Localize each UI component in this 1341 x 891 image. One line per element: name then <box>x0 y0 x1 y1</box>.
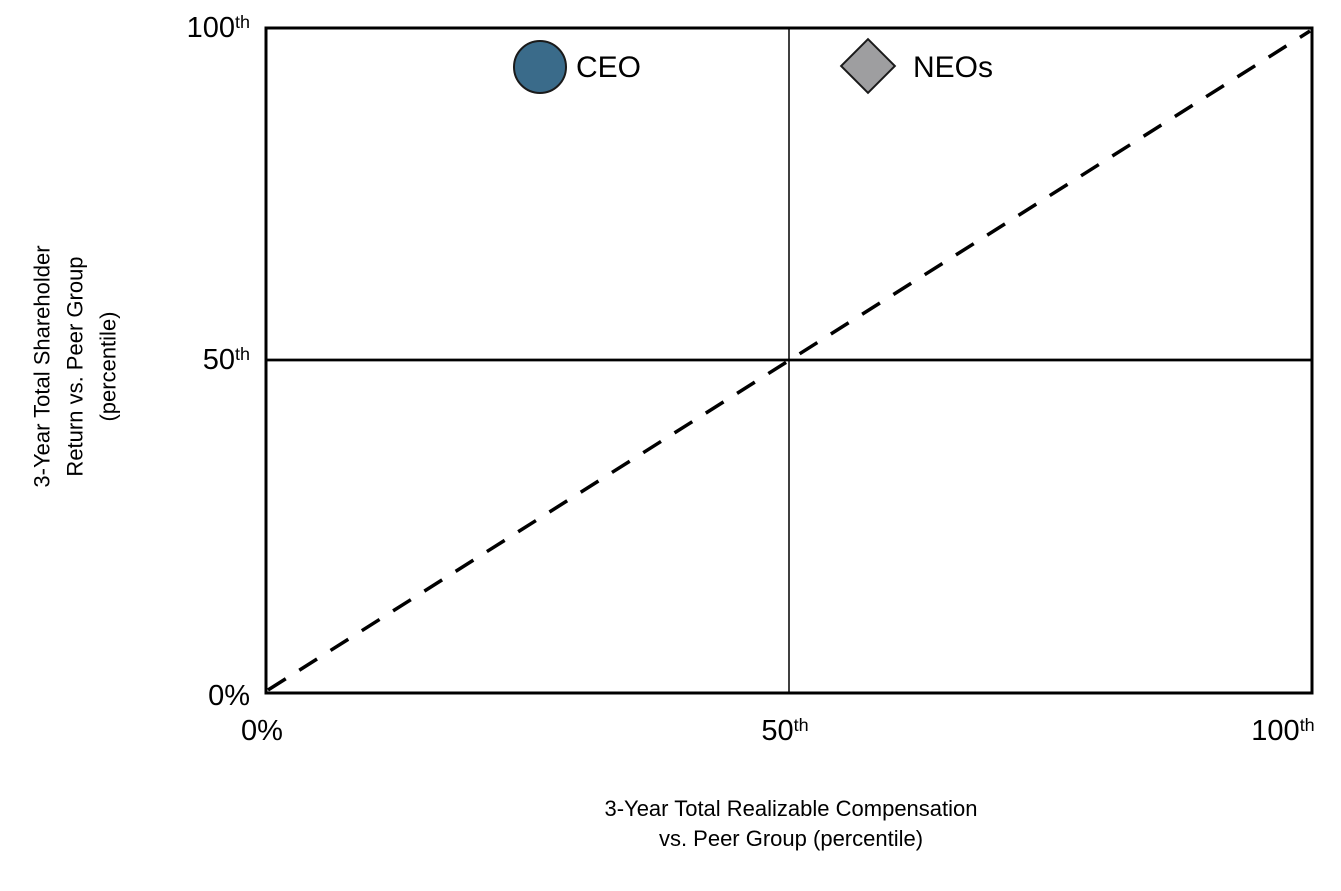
y-tick-50th: 50th <box>110 343 250 380</box>
x-tick-100th: 100th <box>1203 714 1341 751</box>
y-tick-50th-value: 50 <box>202 344 235 376</box>
y-axis-title-line3: (percentile) <box>95 311 121 422</box>
diagonal-parity-line <box>267 29 1311 692</box>
x-axis-title-line2: vs. Peer Group (percentile) <box>658 826 924 851</box>
ceo-circle-icon <box>513 40 567 94</box>
y-tick-0: 0% <box>110 679 250 716</box>
y-tick-100th-suffix: th <box>235 12 250 33</box>
legend-label-neos: NEOs <box>913 51 994 84</box>
x-tick-0-value: 0% <box>241 715 283 747</box>
y-tick-100th: 100th <box>110 11 250 48</box>
x-axis-title: 3-Year Total Realizable Compensation vs.… <box>491 794 1091 854</box>
y-axis-title: 3-Year Total Shareholder Return vs. Peer… <box>26 187 125 547</box>
x-tick-100th-value: 100 <box>1251 715 1300 747</box>
x-tick-100th-suffix: th <box>1299 715 1315 736</box>
x-tick-50th-value: 50 <box>761 715 794 747</box>
neos-diamond-icon <box>839 37 897 95</box>
x-tick-50th: 50th <box>705 714 865 751</box>
x-tick-0: 0% <box>182 714 342 751</box>
legend-label-ceo: CEO <box>576 51 642 84</box>
x-axis-title-line1: 3-Year Total Realizable Compensation <box>604 796 978 821</box>
x-tick-50th-suffix: th <box>793 715 809 736</box>
y-tick-100th-value: 100 <box>186 12 235 44</box>
y-tick-50th-suffix: th <box>235 344 250 365</box>
y-axis-title-line2: Return vs. Peer Group <box>62 256 88 477</box>
y-tick-0-value: 0% <box>208 680 250 712</box>
y-axis-title-line1: 3-Year Total Shareholder <box>29 245 55 488</box>
